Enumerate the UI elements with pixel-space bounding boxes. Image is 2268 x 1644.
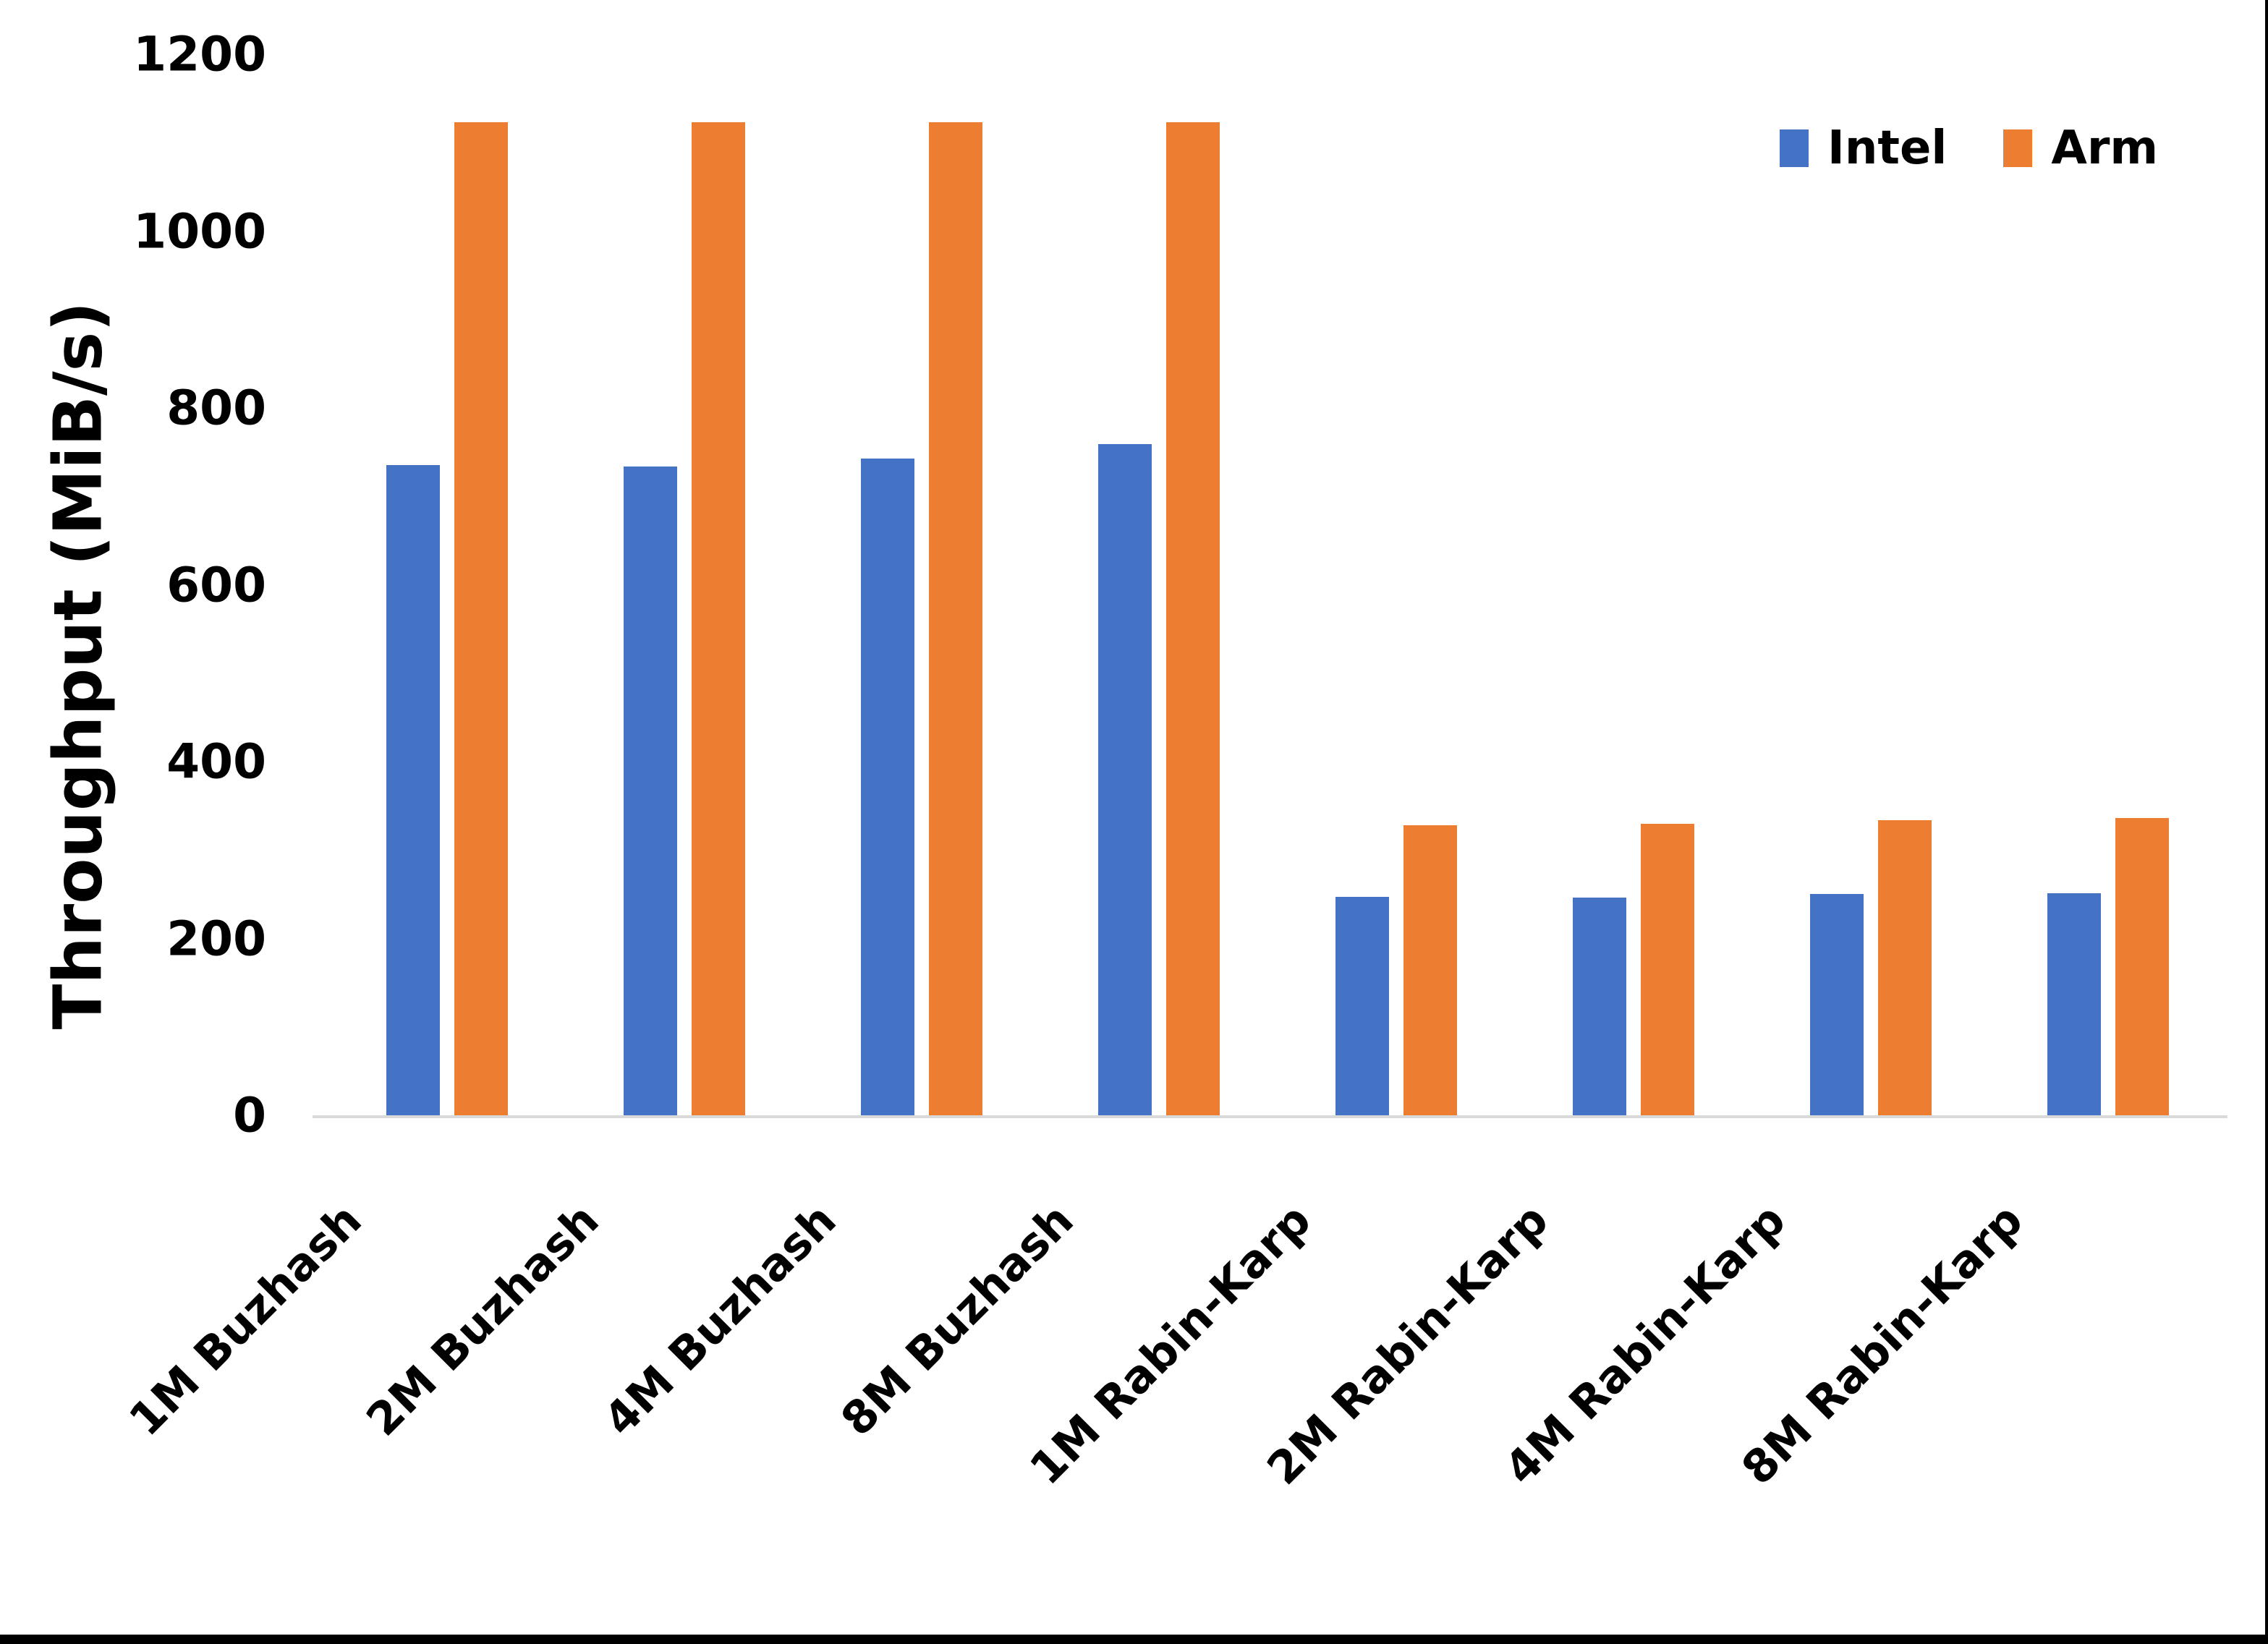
bar-arm-1m-buzhash: [454, 122, 508, 1115]
window-right-edge: [2265, 0, 2268, 1644]
x-axis-line: [313, 1115, 2227, 1118]
y-tick-label: 0: [233, 1087, 266, 1143]
bar-intel-4m-buzhash: [861, 459, 914, 1115]
bar-arm-4m-buzhash: [929, 122, 982, 1115]
y-tick-label: 1200: [133, 26, 266, 82]
y-axis-title: Throughput (MiB/s): [39, 301, 117, 1030]
legend-label: Intel: [1827, 122, 1948, 175]
y-tick-label: 400: [166, 733, 266, 790]
x-category-label: 1M Buzhash: [119, 1193, 372, 1447]
x-category-label: 2M Buzhash: [356, 1193, 609, 1447]
bar-arm-4m-rabin-karp: [1878, 820, 1932, 1115]
legend-swatch-icon: [2003, 129, 2033, 167]
legend-item-arm: Arm: [2003, 122, 2158, 175]
legend-label: Arm: [2051, 122, 2159, 175]
y-tick-label: 200: [166, 911, 266, 966]
bar-arm-8m-buzhash: [1166, 122, 1220, 1115]
bar-arm-8m-rabin-karp: [2115, 818, 2169, 1115]
window-bottom-edge: [0, 1635, 2268, 1644]
bar-intel-8m-buzhash: [1098, 444, 1152, 1115]
legend-swatch-icon: [1780, 129, 1809, 167]
bar-arm-1m-rabin-karp: [1403, 825, 1457, 1115]
legend-item-intel: Intel: [1780, 122, 1947, 175]
bar-intel-2m-rabin-karp: [1573, 898, 1626, 1115]
x-category-label: 4M Buzhash: [593, 1193, 846, 1447]
bar-arm-2m-buzhash: [692, 122, 745, 1115]
x-category-label: 8M Buzhash: [831, 1193, 1084, 1447]
bar-intel-8m-rabin-karp: [2047, 893, 2101, 1115]
y-tick-label: 600: [166, 557, 266, 613]
bar-intel-1m-rabin-karp: [1335, 897, 1389, 1115]
bar-intel-4m-rabin-karp: [1810, 894, 1864, 1115]
bar-intel-1m-buzhash: [386, 465, 440, 1115]
y-tick-label: 800: [166, 380, 266, 436]
y-tick-label: 1000: [133, 203, 266, 259]
legend: Intel Arm: [1780, 122, 2158, 175]
bar-intel-2m-buzhash: [624, 467, 677, 1115]
bar-arm-2m-rabin-karp: [1641, 824, 1694, 1115]
